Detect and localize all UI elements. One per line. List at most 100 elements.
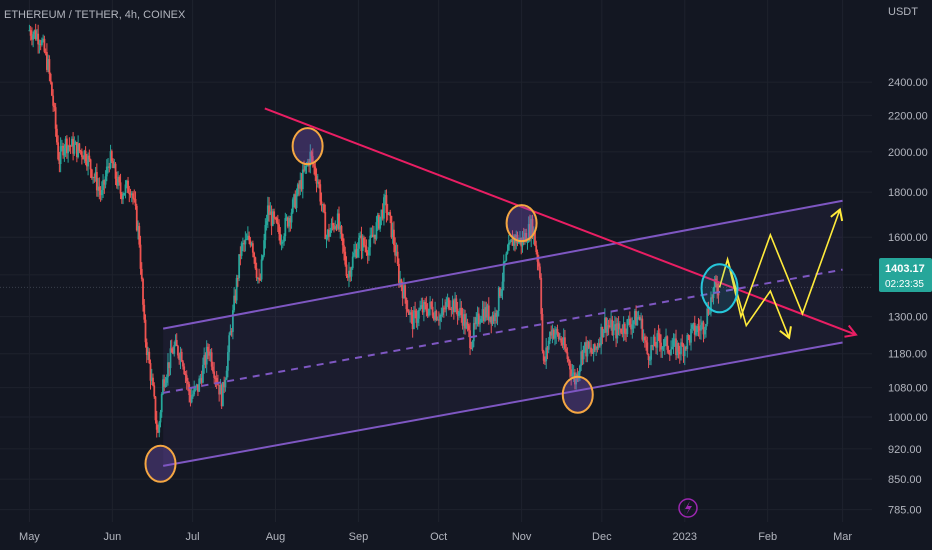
- x-axis[interactable]: May Jun Jul Aug Sep Oct Nov Dec 2023 Feb Mar: [19, 531, 852, 543]
- candle-body: [516, 234, 519, 244]
- candle-body: [646, 342, 649, 355]
- channel-mid-line[interactable]: [162, 268, 843, 394]
- candle-body: [626, 319, 629, 335]
- candle-body: [550, 331, 553, 336]
- candle-body: [285, 217, 288, 219]
- x-tick-label: Jul: [186, 531, 200, 543]
- candle-body: [623, 323, 626, 333]
- candle-body: [163, 379, 166, 387]
- x-tick-label: Feb: [758, 531, 777, 543]
- candle-body: [28, 30, 31, 32]
- candle-body: [339, 226, 342, 230]
- candle-body: [371, 234, 374, 238]
- highlight-circle[interactable]: [561, 375, 594, 414]
- y-tick-label: 1600.00: [888, 232, 928, 244]
- highlight-circle[interactable]: [700, 263, 739, 314]
- candle-body: [429, 301, 432, 309]
- candle-body: [583, 342, 586, 346]
- projection-up-path[interactable]: [718, 209, 841, 320]
- drawing-overlays[interactable]: [144, 107, 858, 483]
- candle-body: [107, 166, 109, 168]
- candle-body: [212, 366, 214, 372]
- candle-body: [224, 379, 227, 388]
- candle-body: [32, 34, 35, 40]
- candle-body: [681, 342, 684, 347]
- candle-body: [343, 245, 345, 252]
- candle-body: [187, 381, 189, 385]
- candle-body: [467, 325, 470, 331]
- candle-body: [246, 235, 249, 240]
- candle-body: [351, 256, 354, 269]
- candle-body: [560, 338, 563, 343]
- candle-body: [536, 252, 539, 262]
- candle-body: [667, 349, 670, 353]
- candle-body: [662, 346, 665, 348]
- candle-body: [193, 387, 196, 395]
- candle-body: [108, 166, 111, 168]
- candle-body: [115, 178, 118, 186]
- highlight-circle[interactable]: [505, 204, 538, 243]
- candle-body: [663, 338, 666, 347]
- highlight-circle[interactable]: [144, 444, 177, 483]
- candle-body: [618, 328, 621, 330]
- candle-body: [510, 238, 513, 242]
- candle-body: [83, 150, 86, 160]
- candle-body: [117, 176, 119, 186]
- descending-trendline[interactable]: [264, 107, 857, 336]
- channel-lower-line[interactable]: [162, 341, 843, 467]
- candle-body: [691, 324, 694, 329]
- candle-body: [537, 261, 540, 267]
- candle-body: [430, 301, 433, 307]
- candle-body: [632, 320, 635, 325]
- candle-body: [198, 378, 201, 392]
- candle-body: [464, 314, 466, 329]
- x-tick-label: Dec: [592, 531, 612, 543]
- candle-body: [437, 319, 440, 321]
- candle-body: [145, 342, 148, 355]
- candle-body: [409, 312, 412, 315]
- channel-upper-line[interactable]: [162, 199, 843, 330]
- candle-body: [54, 107, 57, 129]
- candle-body: [462, 314, 465, 326]
- candle-body: [700, 324, 702, 331]
- candle-body: [380, 209, 383, 217]
- candle-body: [148, 351, 151, 364]
- candle-body: [316, 181, 319, 184]
- candle-body: [268, 205, 270, 215]
- candle-body: [622, 323, 625, 334]
- candle-body: [611, 319, 614, 336]
- candle-body: [469, 330, 471, 349]
- candle-body: [329, 230, 332, 237]
- candle-body: [127, 180, 129, 193]
- y-tick-label: 2400.00: [888, 77, 928, 89]
- candle-body: [395, 251, 398, 256]
- candle-body: [98, 186, 101, 191]
- candle-body: [60, 145, 63, 147]
- candle-body: [132, 193, 134, 199]
- candle-body: [456, 308, 459, 316]
- candle-body: [487, 305, 490, 321]
- candle-body: [606, 325, 609, 333]
- candle-body: [63, 147, 66, 156]
- candle-body: [192, 394, 194, 397]
- candle-body: [336, 213, 339, 229]
- candle-body: [525, 233, 528, 243]
- candle-body: [200, 378, 203, 383]
- candle-body: [256, 277, 259, 279]
- candle-body: [374, 234, 377, 239]
- candle-body: [311, 156, 314, 164]
- candle-body: [33, 30, 36, 35]
- candle-body: [519, 237, 521, 241]
- candle-body: [340, 226, 343, 235]
- y-tick-label: 2200.00: [888, 110, 928, 122]
- candle-body: [214, 377, 217, 379]
- candle-body: [452, 300, 455, 313]
- lightning-icon[interactable]: [678, 498, 698, 518]
- candle-body: [147, 351, 149, 355]
- highlight-circle[interactable]: [291, 127, 324, 166]
- candle-body: [425, 304, 428, 312]
- candle-body: [185, 375, 188, 382]
- candle-body: [321, 204, 324, 206]
- candle-body: [251, 243, 254, 253]
